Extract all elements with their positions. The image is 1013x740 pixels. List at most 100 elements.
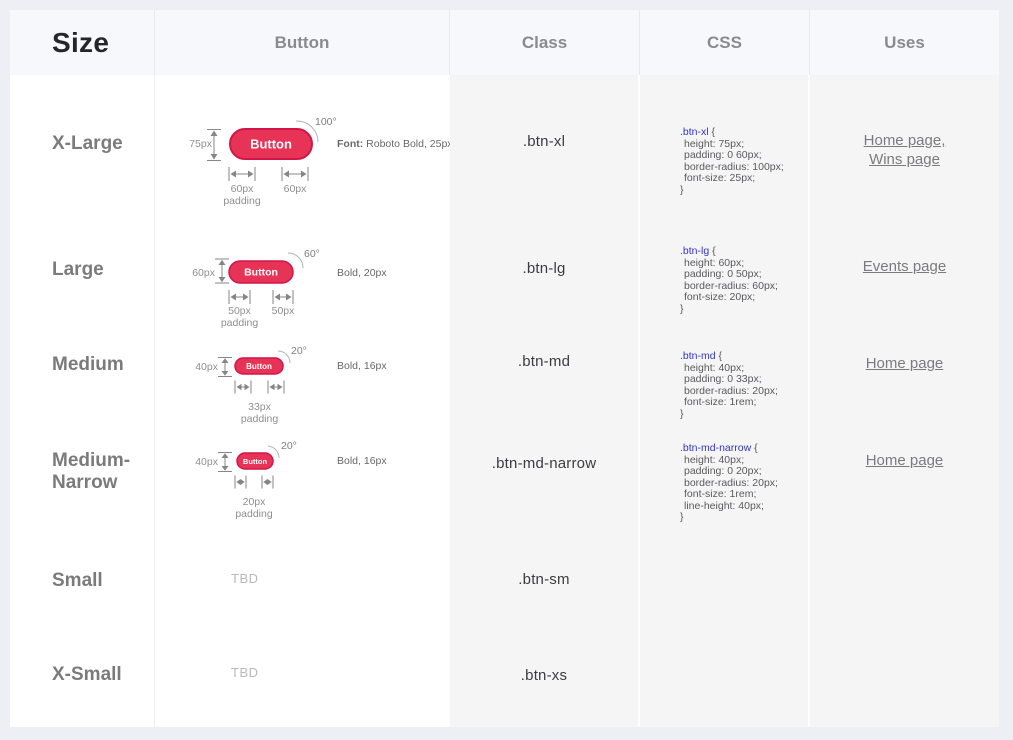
row-large-uses: Events page: [810, 230, 999, 335]
height-dimension-arrow: [218, 357, 232, 377]
css-code: .btn-md { height: 40px; padding: 0 33px;…: [680, 350, 778, 420]
pad-value: 20px: [243, 496, 267, 508]
pad-caption: padding: [241, 413, 279, 425]
class-name: .btn-xs: [520, 667, 568, 684]
row-xlarge-class: .btn-xl: [450, 75, 640, 230]
class-name: .btn-md: [517, 353, 571, 370]
css-code: .btn-md-narrow { height: 40px; padding: …: [680, 442, 778, 523]
row-medium-size: Medium: [10, 335, 155, 430]
padding-dimension-right: [267, 380, 285, 394]
padding-dimension-right: [272, 290, 294, 304]
uses-link[interactable]: Events page: [862, 258, 947, 275]
button-diagram-medium-narrow: 40px Button 20° Bold, 16px 20px padding: [195, 440, 387, 520]
row-medium-narrow-css: .btn-md-narrow { height: 40px; padding: …: [640, 430, 810, 540]
size-label: Medium: [52, 354, 124, 375]
pad-value-left: 50px: [228, 305, 252, 317]
button-pill: [236, 452, 274, 470]
row-small-size: Small: [10, 540, 155, 635]
row-xsmall-class: .btn-xs: [450, 635, 640, 727]
padding-dimension-left: [234, 475, 247, 489]
class-name: .btn-sm: [518, 571, 570, 588]
row-medium-narrow-diagram: 40px Button 20° Bold, 16px 20px padding: [155, 430, 450, 540]
tbd-placeholder: TBD: [231, 665, 259, 680]
row-large-size: Large: [10, 230, 155, 335]
button-pill-label: Button: [243, 457, 268, 466]
button-diagram-xlarge: 75px Button 100° Font: Roboto Bold, 25px…: [189, 116, 450, 207]
size-label: X-Small: [52, 664, 122, 685]
radius-arc: [295, 120, 319, 143]
radius-arc: [287, 252, 304, 269]
size-label: Large: [52, 259, 104, 280]
row-xsmall-css: [640, 635, 810, 727]
row-small-css: [640, 540, 810, 635]
row-medium-css: .btn-md { height: 40px; padding: 0 33px;…: [640, 335, 810, 430]
row-small-class: .btn-sm: [450, 540, 640, 635]
size-label: Medium-Narrow: [52, 450, 131, 493]
button-spec-table: Size Button Class CSS Uses X-Large 75px …: [10, 10, 999, 727]
uses-link[interactable]: Home page,: [863, 132, 946, 149]
css-selector: .btn-md: [680, 350, 716, 362]
column-header-class: Class: [521, 32, 568, 52]
column-header-css: CSS: [707, 32, 742, 52]
button-pill: [234, 357, 284, 375]
uses-link[interactable]: Wins page: [869, 151, 940, 168]
row-medium-narrow-class: .btn-md-narrow: [450, 430, 640, 540]
column-header-button: Button: [274, 32, 330, 52]
row-large-class: .btn-lg: [450, 230, 640, 335]
radius-label: 100°: [315, 116, 337, 128]
row-small-diagram: TBD: [155, 540, 450, 635]
class-name: .btn-md-narrow: [491, 455, 597, 472]
row-large-css: .btn-lg { height: 60px; padding: 0 50px;…: [640, 230, 810, 335]
height-dimension-arrow: [215, 258, 229, 284]
tbd-placeholder: TBD: [231, 571, 259, 586]
row-xlarge-uses: Home page, Wins page: [810, 75, 999, 230]
pad-value-left: 60px: [231, 183, 255, 195]
padding-dimension-right: [261, 475, 274, 489]
class-name: .btn-xl: [522, 133, 566, 150]
font-note: Bold, 20px: [337, 267, 387, 279]
height-dimension-label: 40px: [195, 361, 219, 373]
button-pill: [228, 260, 294, 284]
pad-caption: padding: [223, 195, 261, 207]
row-xlarge-diagram: 75px Button 100° Font: Roboto Bold, 25px…: [155, 75, 450, 230]
uses-link[interactable]: Home page: [865, 355, 944, 372]
uses-link[interactable]: Home page: [865, 452, 944, 469]
font-note: Bold, 16px: [337, 455, 387, 467]
row-xlarge-css: .btn-xl { height: 75px; padding: 0 60px;…: [640, 75, 810, 230]
size-label: Small: [52, 570, 103, 591]
radius-arc: [277, 350, 291, 364]
button-diagram-large: 60px Button 60° Bold, 20px 50px padding …: [192, 248, 387, 329]
button-pill-label: Button: [246, 362, 272, 371]
header-cell-uses: Uses: [810, 10, 999, 75]
row-medium-diagram: 40px Button 20° Bold, 16px 33px padding: [155, 335, 450, 430]
css-selector: .btn-xl: [680, 126, 709, 138]
row-xsmall-uses: [810, 635, 999, 727]
class-name: .btn-lg: [522, 260, 566, 277]
height-dimension-label: 40px: [195, 456, 219, 468]
page-title: Size: [52, 26, 110, 58]
pad-value: 33px: [248, 401, 272, 413]
font-note: Bold, 16px: [337, 360, 387, 372]
row-large-diagram: 60px Button 60° Bold, 20px 50px padding …: [155, 230, 450, 335]
padding-dimension-left: [228, 290, 251, 304]
css-selector: .btn-md-narrow: [680, 442, 752, 454]
column-header-uses: Uses: [884, 32, 925, 52]
css-selector: .btn-lg: [680, 245, 710, 257]
padding-dimension-left: [228, 167, 256, 181]
row-xlarge-size: X-Large: [10, 75, 155, 230]
padding-dimension-right: [281, 167, 309, 181]
height-dimension-arrow: [218, 452, 232, 472]
pad-value-right: 60px: [284, 183, 308, 195]
button-pill: [229, 128, 313, 160]
radius-label: 20°: [281, 440, 297, 452]
padding-dimension-left: [234, 380, 252, 394]
font-note: Font: Roboto Bold, 25px: [337, 138, 450, 150]
row-medium-narrow-size: Medium-Narrow: [10, 430, 155, 540]
size-label: X-Large: [52, 133, 123, 154]
row-medium-uses: Home page: [810, 335, 999, 430]
pad-caption: padding: [235, 508, 273, 520]
radius-label: 60°: [304, 248, 320, 260]
row-xsmall-diagram: TBD: [155, 635, 450, 727]
header-cell-button: Button: [155, 10, 450, 75]
radius-arc: [267, 445, 280, 459]
